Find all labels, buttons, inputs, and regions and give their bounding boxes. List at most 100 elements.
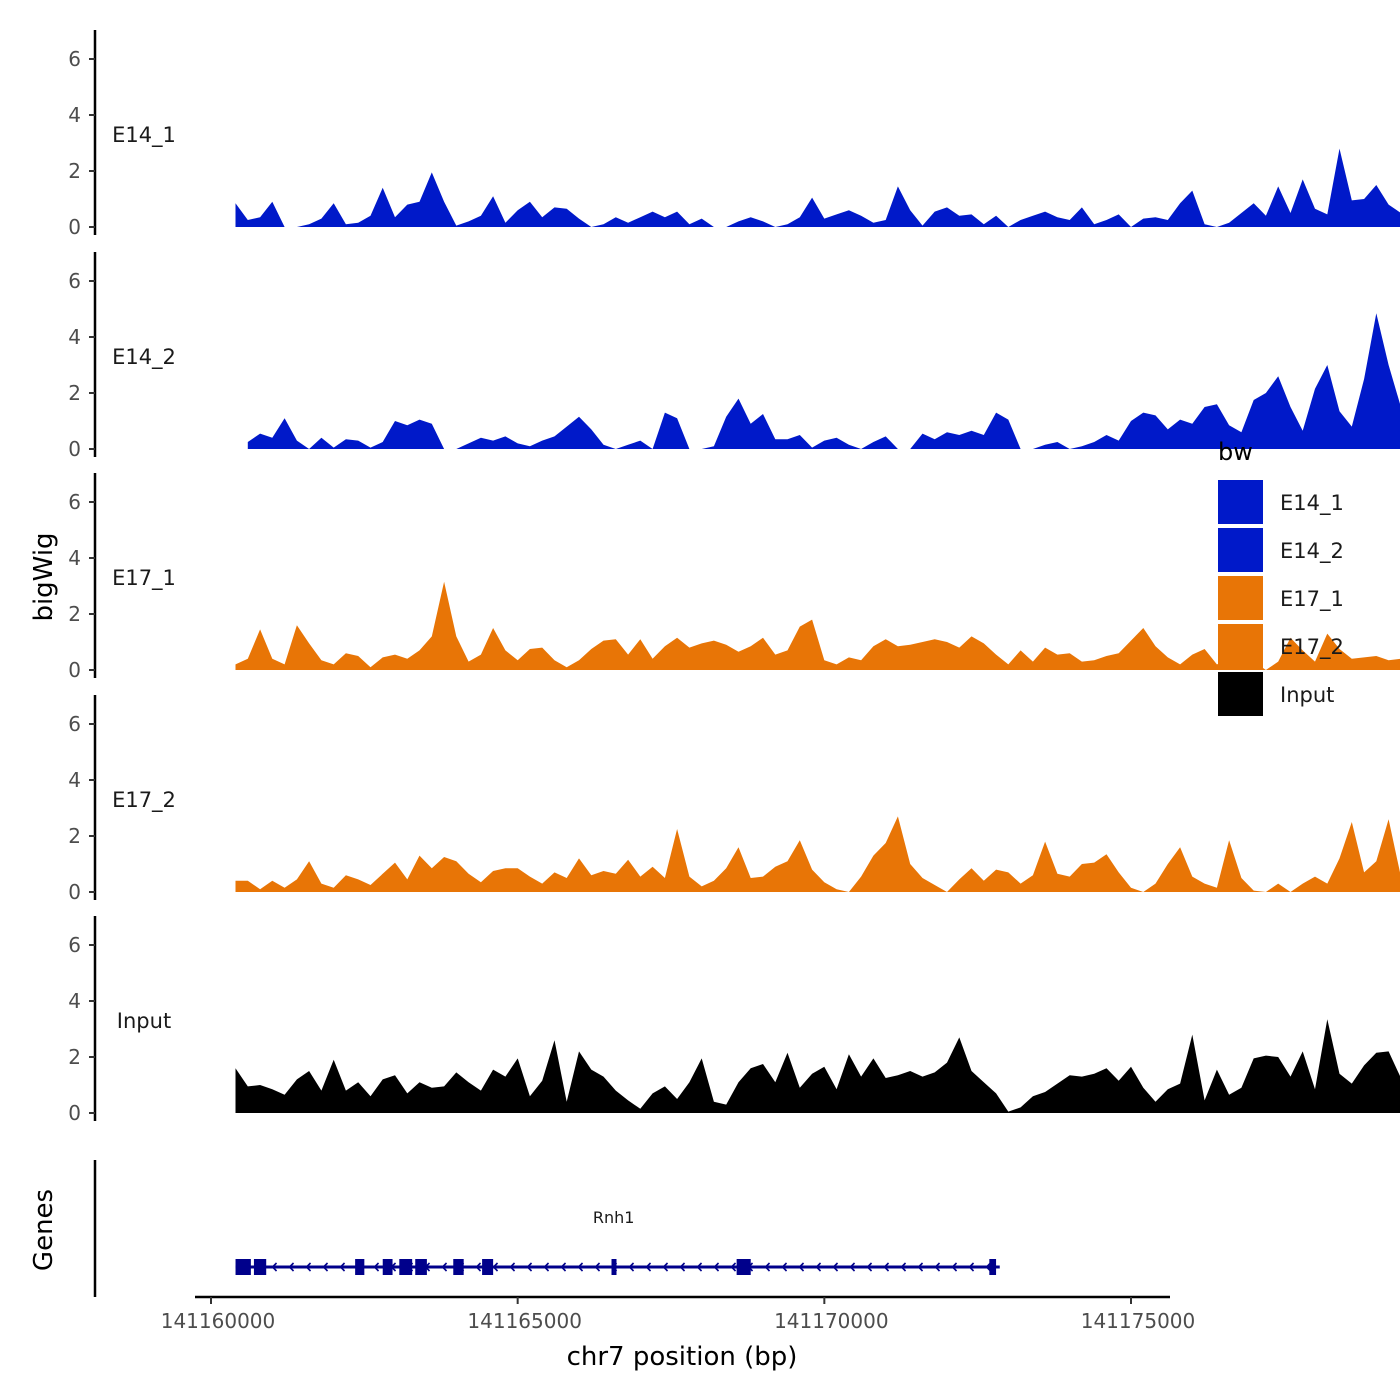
strand-arrow — [322, 1262, 329, 1272]
gene-exon — [355, 1259, 365, 1275]
strand-arrow — [798, 1262, 805, 1272]
coverage-area-E14_1 — [235, 148, 1400, 227]
gene-exon — [453, 1259, 464, 1275]
strand-arrow — [951, 1262, 958, 1272]
strand-arrow — [883, 1262, 890, 1272]
track-panels: 0 2 4 6 E14_1 0 2 4 6 E14_2 0 2 4 6 E17_1 0 2 4 6 E17_2 0 2 4 6… — [68, 30, 1400, 1125]
strand-arrow — [917, 1262, 924, 1272]
coverage-area-E17_1 — [235, 581, 1400, 670]
y-tick-label: 4 — [68, 103, 81, 127]
coverage-area-E17_2 — [235, 816, 1400, 892]
legend: bw E14_1 E14_2 E17_1 E17_2 Input — [1218, 438, 1344, 716]
strand-arrow — [730, 1262, 737, 1272]
x-tick-label: 141165000 — [467, 1309, 582, 1333]
strand-arrow — [764, 1262, 771, 1272]
strand-arrow — [441, 1262, 448, 1272]
strand-arrow — [968, 1262, 975, 1272]
legend-swatch-E14_2 — [1218, 528, 1263, 572]
strand-arrow — [781, 1262, 788, 1272]
y-tick-label: 4 — [68, 989, 81, 1013]
strand-arrow — [662, 1262, 669, 1272]
track-label-Input: Input — [117, 1009, 171, 1033]
gene-exon — [736, 1259, 751, 1275]
strand-arrow — [288, 1262, 295, 1272]
strand-arrow — [560, 1262, 567, 1272]
track-label-E14_2: E14_2 — [112, 345, 176, 370]
y-tick-label: 0 — [68, 880, 81, 904]
y-tick-label: 2 — [68, 381, 81, 405]
legend-label-E17_1: E17_1 — [1280, 587, 1344, 612]
strand-arrow — [713, 1262, 720, 1272]
strand-arrow — [815, 1262, 822, 1272]
y-tick-label: 0 — [68, 215, 81, 239]
strand-arrow — [832, 1262, 839, 1272]
strand-arrow — [492, 1262, 499, 1272]
strand-arrow — [543, 1262, 550, 1272]
track-E17_2: 0 2 4 6 E17_2 — [68, 695, 1400, 904]
strand-arrow — [679, 1262, 686, 1272]
legend-swatch-E14_1 — [1218, 480, 1263, 524]
y-tick-label: 0 — [68, 1101, 81, 1125]
gene-exon — [482, 1259, 494, 1275]
legend-label-E14_2: E14_2 — [1280, 539, 1344, 564]
strand-arrow — [509, 1262, 516, 1272]
gene-exon — [415, 1259, 427, 1275]
y-tick-label: 6 — [68, 47, 81, 71]
strand-arrow — [900, 1262, 907, 1272]
x-tick-label: 141175000 — [1081, 1309, 1196, 1333]
legend-label-E17_2: E17_2 — [1280, 635, 1344, 660]
x-tick-label: 141160000 — [161, 1309, 276, 1333]
gene-exon — [235, 1259, 251, 1275]
gene-label: Rnh1 — [593, 1208, 635, 1227]
y-tick-label: 4 — [68, 768, 81, 792]
strand-arrow — [696, 1262, 703, 1272]
coverage-area-E14_2 — [247, 313, 1400, 449]
strand-arrow — [628, 1262, 635, 1272]
strand-arrow — [475, 1262, 482, 1272]
y-tick-label: 6 — [68, 933, 81, 957]
x-tick-label: 141170000 — [774, 1309, 889, 1333]
strand-arrow — [849, 1262, 856, 1272]
strand-arrow — [866, 1262, 873, 1272]
y-tick-label: 4 — [68, 325, 81, 349]
track-E17_1: 0 2 4 6 E17_1 — [68, 473, 1400, 682]
gene-exon — [382, 1259, 393, 1275]
gene-exon — [611, 1259, 617, 1275]
legend-swatch-E17_2 — [1218, 624, 1263, 668]
gene-exon — [989, 1259, 997, 1275]
y-tick-label: 4 — [68, 546, 81, 570]
y-tick-label: 2 — [68, 159, 81, 183]
y-tick-label: 2 — [68, 824, 81, 848]
x-axis: 141160000 141165000 141170000 141175000 — [161, 1295, 1196, 1333]
strand-arrow — [373, 1262, 380, 1272]
legend-swatch-Input — [1218, 672, 1263, 716]
gene-exon — [253, 1259, 267, 1275]
track-label-E17_2: E17_2 — [112, 788, 176, 813]
strand-arrow — [577, 1262, 584, 1272]
y-tick-label: 2 — [68, 1045, 81, 1069]
y-tick-label: 6 — [68, 490, 81, 514]
strand-arrow — [645, 1262, 652, 1272]
strand-arrow — [934, 1262, 941, 1272]
y-tick-label: 6 — [68, 269, 81, 293]
genes-panel-title: Genes — [29, 1189, 59, 1271]
strand-arrow — [339, 1262, 346, 1272]
track-label-E17_1: E17_1 — [112, 566, 176, 591]
genes-panel: Rnh1 — [93, 1160, 1000, 1297]
legend-title: bw — [1218, 438, 1253, 466]
x-axis-title: chr7 position (bp) — [567, 1342, 798, 1372]
gene-exon — [399, 1259, 413, 1275]
strand-arrow — [271, 1262, 278, 1272]
y-axis-title: bigWig — [29, 532, 59, 621]
strand-arrow — [305, 1262, 312, 1272]
y-tick-label: 6 — [68, 712, 81, 736]
y-tick-label: 0 — [68, 437, 81, 461]
strand-arrow — [526, 1262, 533, 1272]
strand-arrow — [594, 1262, 601, 1272]
legend-label-E14_1: E14_1 — [1280, 491, 1344, 516]
y-tick-label: 0 — [68, 658, 81, 682]
track-Input: 0 2 4 6 Input — [68, 916, 1400, 1125]
track-E14_2: 0 2 4 6 E14_2 — [68, 252, 1400, 461]
y-tick-label: 2 — [68, 602, 81, 626]
